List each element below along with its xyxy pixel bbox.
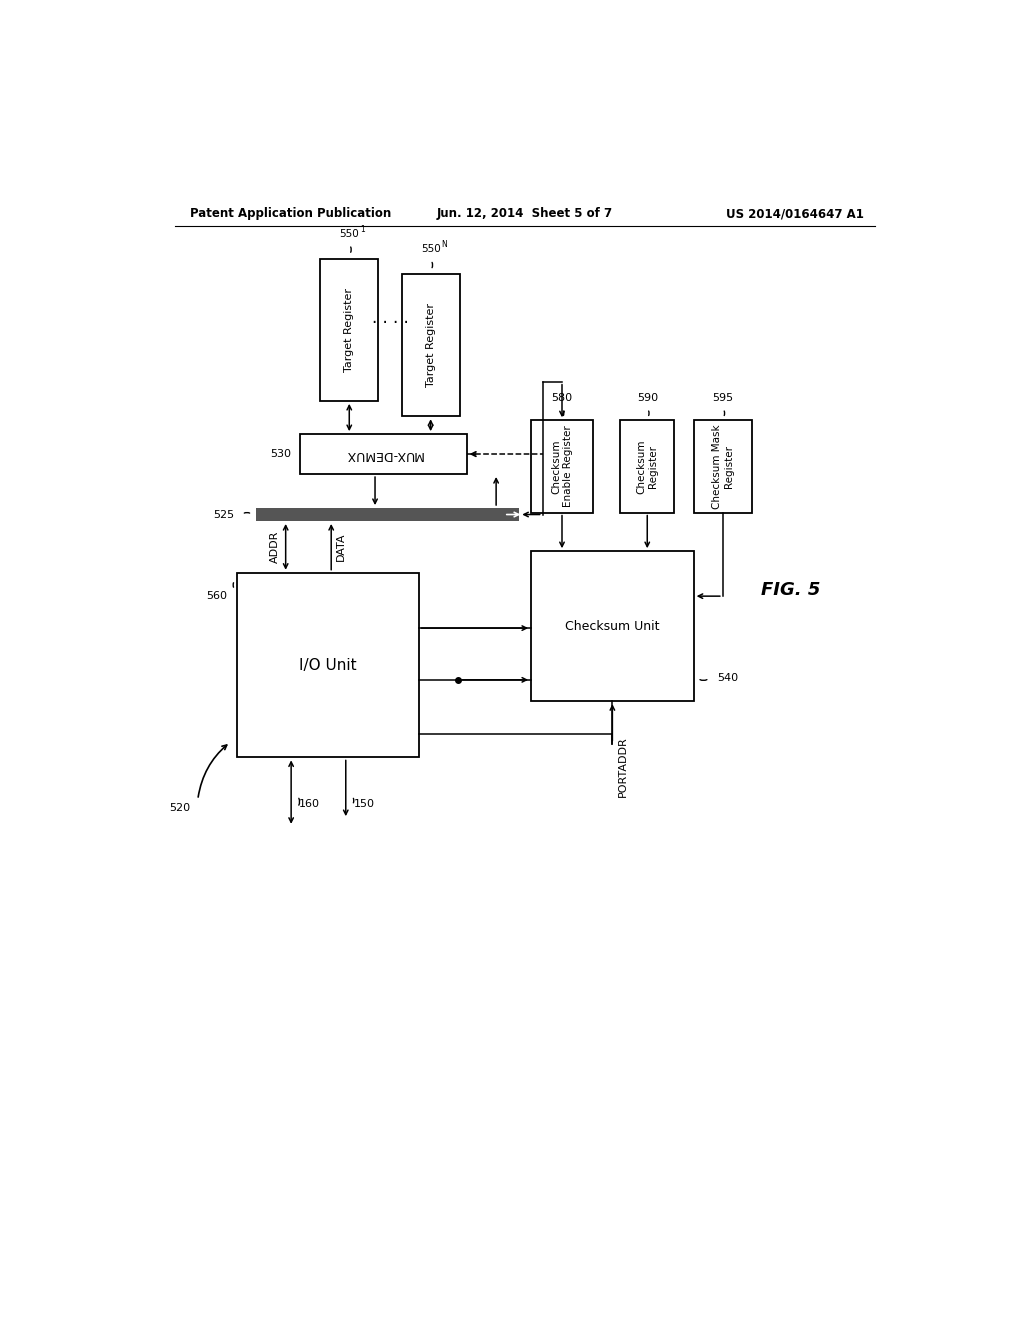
Text: Target Register: Target Register (426, 304, 435, 387)
Text: 580: 580 (552, 393, 572, 403)
Text: 560: 560 (206, 591, 227, 601)
Text: I/O Unit: I/O Unit (299, 657, 356, 673)
Text: DATA: DATA (336, 532, 345, 561)
Text: 530: 530 (269, 449, 291, 459)
Text: ADDR: ADDR (269, 531, 280, 564)
Bar (531, 552, 693, 701)
Bar (693, 420, 752, 512)
Bar (237, 573, 419, 758)
Text: PORTADDR: PORTADDR (618, 737, 629, 797)
Text: 550: 550 (339, 228, 359, 239)
Text: DEVADDR: DEVADDR (547, 421, 557, 475)
Text: 150: 150 (353, 799, 375, 809)
Bar (300, 434, 467, 474)
Bar (621, 420, 675, 512)
Text: FIG. 5: FIG. 5 (761, 581, 820, 598)
Text: US 2014/0164647 A1: US 2014/0164647 A1 (726, 207, 864, 220)
Bar (401, 275, 460, 416)
Text: Target Register: Target Register (344, 288, 354, 372)
Text: . . . .: . . . . (372, 309, 409, 327)
Text: 1: 1 (360, 224, 365, 234)
Text: 525: 525 (213, 510, 234, 520)
Text: Checksum Unit: Checksum Unit (565, 619, 659, 632)
Text: 520: 520 (169, 803, 190, 813)
Text: Patent Application Publication: Patent Application Publication (190, 207, 391, 220)
Text: 590: 590 (637, 393, 657, 403)
Bar (321, 259, 378, 401)
Text: N: N (441, 240, 447, 249)
Text: 160: 160 (299, 799, 319, 809)
Bar (531, 420, 593, 512)
Bar (256, 508, 519, 521)
Text: Checksum
Enable Register: Checksum Enable Register (551, 425, 572, 507)
Text: 595: 595 (713, 393, 733, 403)
Text: 540: 540 (717, 673, 738, 684)
Text: MUX-DEMUX: MUX-DEMUX (344, 447, 423, 461)
Text: Checksum
Register: Checksum Register (637, 440, 658, 494)
Text: Checksum Mask
Register: Checksum Mask Register (712, 424, 733, 508)
Text: 550: 550 (421, 244, 440, 255)
Text: Jun. 12, 2014  Sheet 5 of 7: Jun. 12, 2014 Sheet 5 of 7 (437, 207, 612, 220)
